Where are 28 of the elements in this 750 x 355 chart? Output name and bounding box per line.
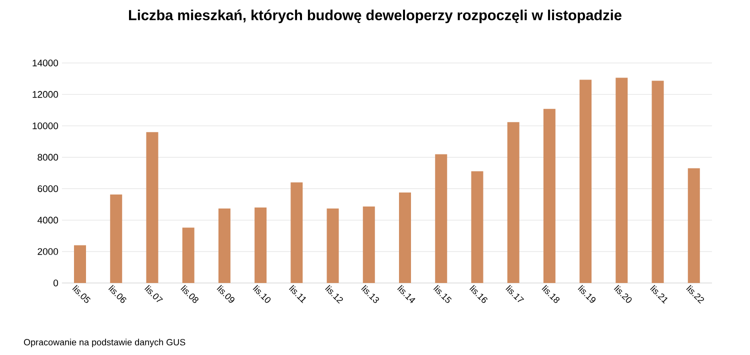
bar (543, 108, 556, 283)
y-tick-label: 8000 (38, 154, 58, 161)
bar (110, 194, 122, 283)
y-tick-label: 4000 (38, 216, 58, 224)
bar (218, 208, 230, 283)
y-tick-label: 2000 (38, 248, 58, 255)
bar (74, 245, 86, 283)
bar (326, 208, 339, 283)
bar (146, 132, 158, 283)
bar (254, 208, 267, 283)
y-tick-label: 0 (54, 280, 58, 286)
bar (182, 228, 194, 283)
chart-title: Liczba mieszkań, których budowę deweloperzy rozpoczęli w listopadzie (129, 10, 622, 24)
bar (399, 192, 411, 283)
bar (290, 182, 303, 283)
y-tick-label: 14000 (32, 60, 58, 66)
bar (616, 78, 628, 283)
bar (688, 168, 700, 283)
bar (362, 206, 375, 283)
y-tick-label: 12000 (32, 91, 58, 98)
bar (435, 154, 448, 283)
y-tick-label: 6000 (38, 185, 58, 192)
text: Opracowanie na podstawie danych GUS (24, 338, 186, 348)
bar (580, 80, 592, 283)
bar (471, 171, 484, 283)
bar (652, 80, 664, 283)
y-tick-label: 10000 (32, 122, 58, 130)
bar (507, 122, 520, 283)
